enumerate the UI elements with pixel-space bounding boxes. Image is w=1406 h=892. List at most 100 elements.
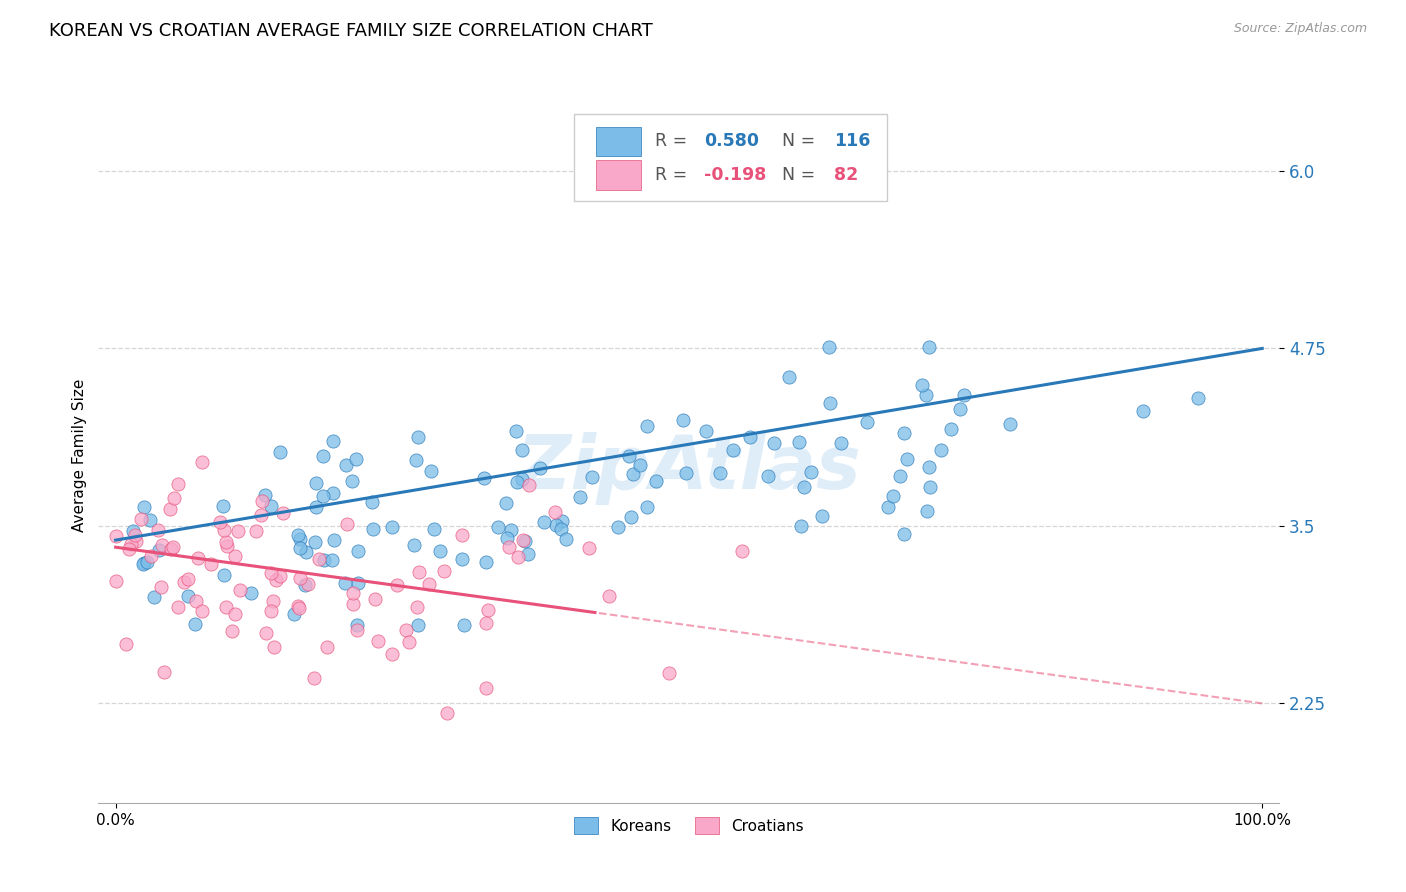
Point: [187, 550, 209, 565]
Point: [302, 671, 325, 685]
Point: [877, 500, 900, 515]
Point: [122, 524, 145, 538]
Point: [931, 442, 953, 457]
Point: [139, 513, 162, 527]
Point: [146, 523, 169, 537]
Point: [695, 424, 717, 438]
Point: [787, 435, 810, 450]
Point: [134, 500, 156, 515]
Point: [893, 527, 915, 541]
Point: [756, 469, 779, 483]
Point: [149, 580, 172, 594]
Point: [322, 486, 344, 500]
Point: [381, 647, 404, 661]
Point: [308, 551, 330, 566]
Point: [636, 418, 658, 433]
Point: [125, 533, 148, 548]
Point: [160, 541, 183, 556]
Point: [738, 430, 761, 444]
Point: [800, 466, 823, 480]
Point: [918, 459, 941, 474]
FancyBboxPatch shape: [575, 114, 887, 201]
Point: [488, 520, 510, 534]
Point: [305, 476, 328, 491]
Point: [451, 528, 474, 542]
Point: [474, 471, 496, 485]
Point: [346, 618, 368, 632]
Point: [607, 520, 630, 534]
Point: [793, 480, 815, 494]
Point: [162, 540, 184, 554]
Point: [429, 543, 451, 558]
Point: [322, 434, 344, 449]
Point: [333, 576, 356, 591]
Point: [254, 626, 277, 640]
Point: [191, 604, 214, 618]
Point: [856, 415, 879, 429]
Point: [644, 475, 666, 489]
Point: [254, 488, 277, 502]
Point: [498, 540, 520, 554]
Point: [499, 524, 522, 538]
Point: [408, 566, 430, 580]
Point: [915, 388, 938, 402]
Point: [173, 575, 195, 590]
Point: [519, 478, 541, 492]
Point: [287, 528, 309, 542]
Point: [505, 424, 527, 438]
Point: [129, 512, 152, 526]
Point: [422, 522, 444, 536]
Point: [167, 477, 190, 491]
Point: [555, 532, 578, 546]
Text: N =: N =: [782, 133, 815, 151]
Point: [212, 523, 235, 537]
Point: [221, 624, 243, 638]
Point: [406, 430, 429, 444]
Point: [132, 556, 155, 570]
Point: [569, 490, 592, 504]
Point: [998, 417, 1021, 431]
Point: [312, 449, 335, 463]
Point: [495, 496, 517, 510]
Point: [778, 369, 800, 384]
Point: [215, 600, 238, 615]
Point: [402, 538, 425, 552]
Point: [550, 522, 572, 536]
Point: [239, 586, 262, 600]
Point: [114, 637, 136, 651]
Point: [529, 460, 551, 475]
Point: [252, 494, 274, 508]
Point: [226, 524, 249, 538]
Point: [418, 577, 440, 591]
Point: [184, 616, 207, 631]
Point: [269, 569, 291, 583]
Point: [136, 555, 159, 569]
Point: [398, 635, 420, 649]
FancyBboxPatch shape: [596, 161, 641, 190]
Y-axis label: Average Family Size: Average Family Size: [72, 378, 87, 532]
Point: [495, 532, 517, 546]
Point: [517, 547, 540, 561]
Point: [153, 665, 176, 680]
Point: [177, 572, 200, 586]
Point: [385, 577, 408, 591]
Point: [191, 454, 214, 468]
Point: [474, 555, 496, 569]
Point: [120, 536, 142, 550]
Point: [283, 607, 305, 621]
Point: [163, 491, 186, 506]
Point: [889, 469, 911, 483]
Point: [212, 499, 235, 513]
Point: [297, 577, 319, 591]
Point: [617, 450, 640, 464]
Point: [510, 472, 533, 486]
Point: [346, 543, 368, 558]
Point: [453, 618, 475, 632]
Point: [229, 583, 252, 598]
Text: ZipAtlas: ZipAtlas: [516, 433, 862, 506]
Point: [363, 522, 385, 536]
Point: [658, 665, 681, 680]
Point: [245, 524, 267, 538]
Point: [305, 500, 328, 514]
Point: [215, 540, 238, 554]
